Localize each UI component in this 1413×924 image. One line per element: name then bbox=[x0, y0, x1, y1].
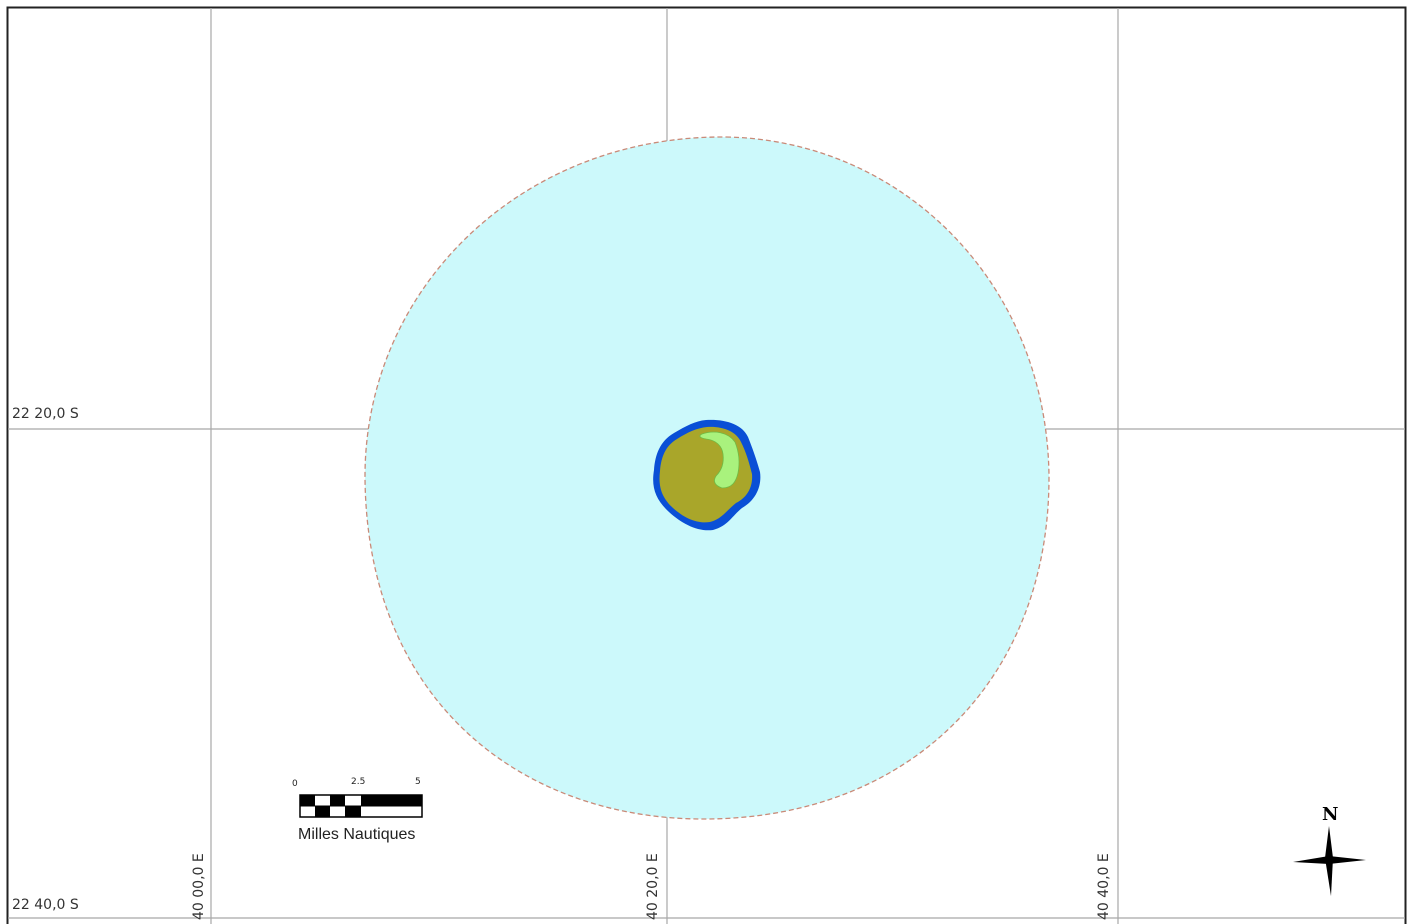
lon-label-40-40: 40 40,0 E bbox=[1096, 853, 1112, 920]
scale-seg-top-1 bbox=[300, 795, 315, 806]
scale-seg-bot-2 bbox=[345, 806, 361, 817]
north-arrow-center bbox=[1325, 856, 1333, 864]
north-arrow: N bbox=[1293, 804, 1366, 896]
north-arrow-south-point bbox=[1325, 858, 1333, 896]
scale-tick-5: 5 bbox=[415, 777, 421, 787]
north-arrow-north-point bbox=[1325, 826, 1333, 858]
north-arrow-east-point bbox=[1329, 856, 1366, 864]
lon-label-40-00: 40 00,0 E bbox=[191, 853, 207, 920]
lon-label-40-20: 40 20,0 E bbox=[645, 853, 661, 920]
scale-bar: 0 2.5 5 Milles Nautiques bbox=[292, 777, 423, 843]
north-arrow-label: N bbox=[1322, 804, 1338, 825]
scale-seg-top-3 bbox=[361, 795, 422, 806]
lat-label-22-20: 22 20,0 S bbox=[12, 406, 79, 422]
lat-label-22-40: 22 40,0 S bbox=[12, 897, 79, 913]
scale-tick-2-5: 2.5 bbox=[351, 777, 365, 787]
scale-unit-label: Milles Nautiques bbox=[298, 826, 415, 843]
scale-seg-top-2 bbox=[330, 795, 345, 806]
scale-tick-0: 0 bbox=[292, 779, 298, 789]
lagoon bbox=[699, 431, 740, 489]
scale-seg-bot-1 bbox=[315, 806, 330, 817]
north-arrow-west-point bbox=[1293, 856, 1329, 864]
